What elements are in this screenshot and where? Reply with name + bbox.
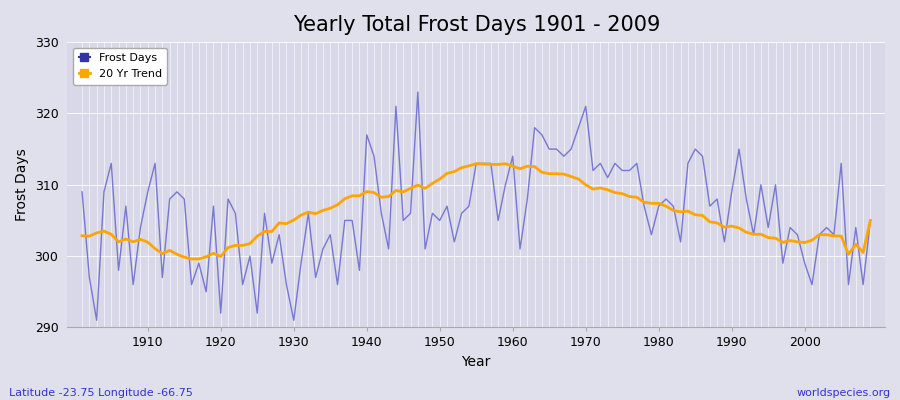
X-axis label: Year: Year — [462, 355, 490, 369]
Text: Latitude -23.75 Longitude -66.75: Latitude -23.75 Longitude -66.75 — [9, 388, 193, 398]
Text: worldspecies.org: worldspecies.org — [796, 388, 891, 398]
Title: Yearly Total Frost Days 1901 - 2009: Yearly Total Frost Days 1901 - 2009 — [292, 15, 660, 35]
Y-axis label: Frost Days: Frost Days — [15, 148, 29, 221]
Legend: Frost Days, 20 Yr Trend: Frost Days, 20 Yr Trend — [73, 48, 167, 84]
